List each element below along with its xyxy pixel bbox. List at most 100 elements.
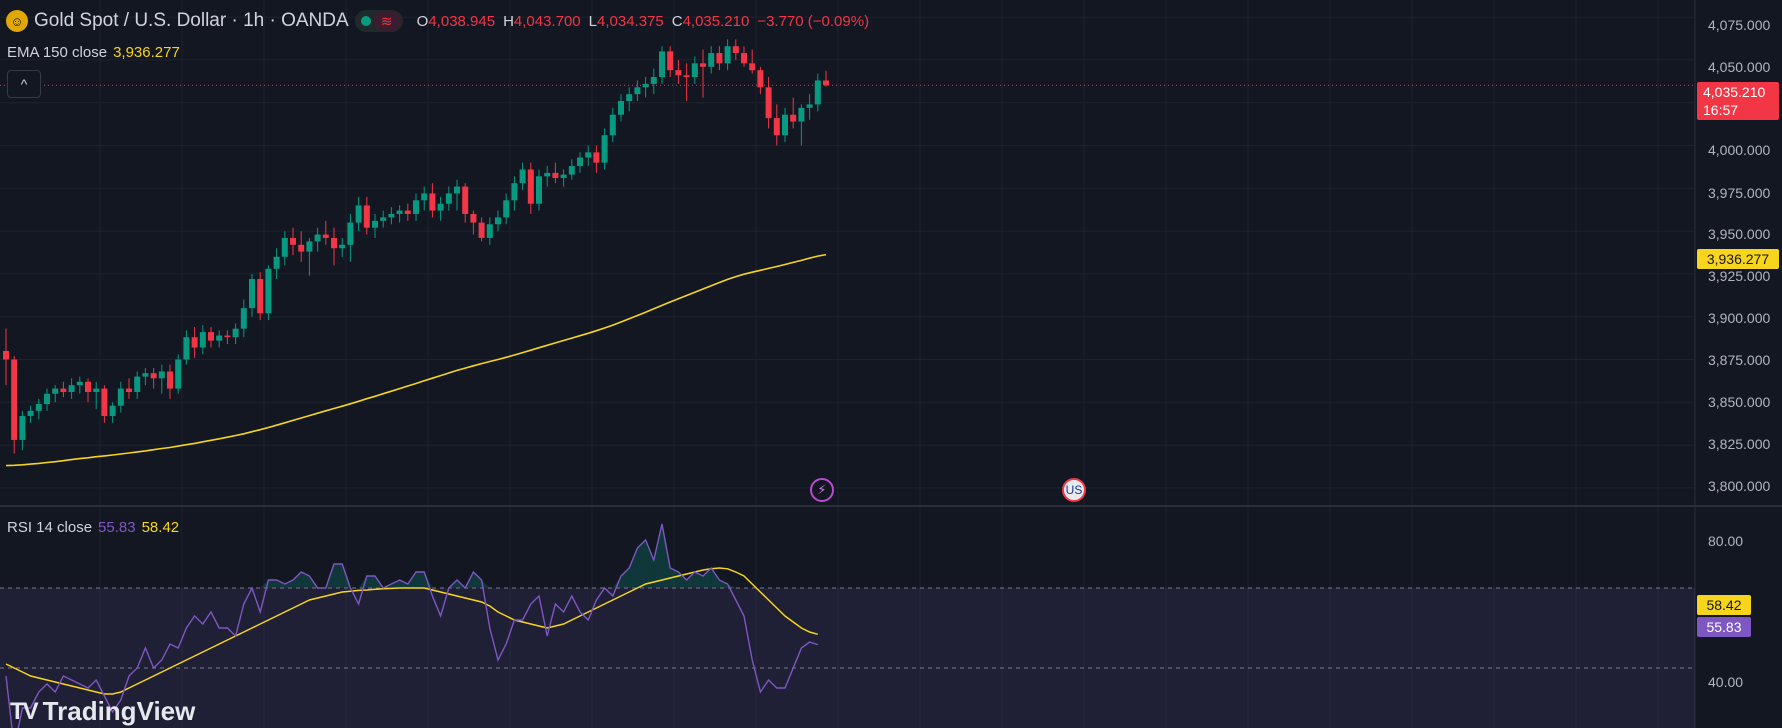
candle-body bbox=[404, 210, 411, 214]
candle-body bbox=[224, 335, 231, 338]
candle-body bbox=[257, 279, 264, 314]
candle-body bbox=[650, 77, 657, 84]
candle-body bbox=[823, 80, 829, 86]
rsi-overbought-fill bbox=[694, 572, 703, 588]
rsi-signal-line bbox=[5, 567, 819, 695]
market-status-pill[interactable]: ≋ bbox=[354, 10, 403, 32]
price-axis-tick: 4,000.000 bbox=[1708, 142, 1771, 158]
candle-body bbox=[429, 193, 436, 211]
price-axis-tick: 3,850.000 bbox=[1708, 394, 1771, 410]
rsi-overbought-fill bbox=[416, 572, 425, 588]
candle-body bbox=[700, 63, 706, 67]
candle-body bbox=[716, 53, 723, 64]
candle-body bbox=[101, 388, 108, 416]
candle-body bbox=[552, 172, 559, 179]
candle-body bbox=[68, 385, 75, 393]
rsi-overbought-fill bbox=[711, 568, 720, 588]
candle-body bbox=[691, 63, 698, 78]
candle-body bbox=[454, 186, 460, 194]
candle-body bbox=[85, 381, 91, 393]
candle-body bbox=[216, 335, 223, 341]
rsi-legend[interactable]: RSI 14 close 55.83 58.42 bbox=[7, 519, 179, 536]
candle-body bbox=[503, 200, 510, 218]
candle-body bbox=[437, 203, 444, 211]
gold-coin-icon[interactable]: ☺ bbox=[6, 10, 28, 32]
candle-body bbox=[642, 83, 649, 88]
brand-name: TradingView bbox=[42, 696, 196, 726]
ohlc-open: 4,038.945 bbox=[428, 12, 496, 30]
candle-body bbox=[314, 234, 321, 242]
ema-legend[interactable]: EMA 150 close 3,936.277 bbox=[7, 44, 180, 61]
rsi-overbought-fill bbox=[621, 568, 630, 588]
candle-body bbox=[577, 157, 583, 167]
candle-body bbox=[544, 172, 551, 177]
candle-body bbox=[322, 234, 329, 238]
candle-body bbox=[470, 213, 477, 223]
candle-body bbox=[814, 80, 821, 105]
candle-body bbox=[44, 393, 50, 404]
price-axis-tick: 4,075.000 bbox=[1708, 17, 1771, 33]
rsi-overbought-fill bbox=[391, 580, 400, 588]
candle-body bbox=[708, 53, 715, 67]
rsi-overbought-fill bbox=[301, 572, 310, 588]
candle-body bbox=[495, 217, 501, 225]
candle-body bbox=[27, 410, 34, 416]
price-axis-tick: 4,050.000 bbox=[1708, 59, 1771, 75]
candle-body bbox=[536, 176, 542, 204]
price-axis-tick: 3,825.000 bbox=[1708, 436, 1771, 452]
earnings-bolt-icon[interactable]: ⚡ bbox=[810, 478, 834, 502]
symbol-legend: ☺ Gold Spot / U.S. Dollar · 1h · OANDA ≋… bbox=[6, 10, 869, 32]
candle-body bbox=[396, 210, 403, 214]
candle-body bbox=[11, 359, 18, 440]
candle-body bbox=[363, 205, 370, 228]
rsi-overbought-fill bbox=[366, 576, 375, 588]
rsi-overbought-fill bbox=[662, 524, 671, 588]
candle-body bbox=[798, 107, 805, 122]
rsi-overbought-fill bbox=[645, 540, 654, 588]
candle-body bbox=[741, 53, 747, 64]
price-axis-tick: 3,875.000 bbox=[1708, 352, 1771, 368]
candle-body bbox=[347, 222, 354, 245]
rsi-overbought-fill bbox=[719, 580, 728, 588]
candle-body bbox=[749, 63, 756, 71]
symbol-title[interactable]: Gold Spot / U.S. Dollar · 1h · OANDA bbox=[34, 10, 349, 31]
candle-body bbox=[281, 237, 288, 257]
ema-legend-value: 3,936.277 bbox=[113, 44, 180, 61]
rsi-legend-label: RSI 14 close bbox=[7, 519, 93, 536]
candle-body bbox=[290, 237, 296, 245]
candle-body bbox=[601, 135, 608, 163]
rsi-band-background bbox=[0, 588, 1695, 728]
candle-body bbox=[60, 388, 67, 393]
rsi-legend-value: 55.83 bbox=[98, 519, 136, 536]
candle-body bbox=[339, 244, 346, 249]
candle-body bbox=[35, 404, 42, 411]
wave-icon[interactable]: ≋ bbox=[372, 11, 401, 31]
chevron-up-icon[interactable]: ^ bbox=[7, 70, 41, 98]
ohlc-close-key: C bbox=[671, 12, 683, 30]
ohlc-high-key: H bbox=[503, 12, 514, 30]
rsi-axis-tick: 40.00 bbox=[1708, 674, 1744, 690]
us-flag-icon[interactable]: US bbox=[1062, 478, 1086, 502]
ohlc-change: −3.770 (−0.09%) bbox=[757, 12, 870, 30]
rsi-overbought-fill bbox=[686, 572, 695, 588]
rsi-overbought-fill bbox=[473, 572, 482, 588]
candle-body bbox=[126, 388, 132, 393]
candle-body bbox=[413, 200, 419, 214]
price-axis-tick: 3,800.000 bbox=[1708, 478, 1771, 494]
candle-body bbox=[527, 169, 534, 204]
rsi-legend-signal: 58.42 bbox=[141, 519, 180, 536]
candle-body bbox=[175, 359, 182, 389]
price-axis-tick: 3,950.000 bbox=[1708, 226, 1771, 242]
ohlc-values: O4,038.945 H4,043.700 L4,034.375 C4,035.… bbox=[417, 13, 869, 30]
rsi-overbought-fill bbox=[334, 564, 343, 588]
candle-body bbox=[183, 337, 190, 360]
rsi-overbought-fill bbox=[276, 580, 285, 588]
candle-body bbox=[486, 224, 493, 238]
tradingview-logo[interactable]: TV TradingView bbox=[10, 696, 195, 727]
candle-body bbox=[199, 332, 206, 348]
current-price-tag[interactable]: 4,035.210 16:57 bbox=[1697, 82, 1779, 120]
candle-body bbox=[109, 405, 116, 416]
rsi-overbought-fill bbox=[284, 580, 293, 588]
